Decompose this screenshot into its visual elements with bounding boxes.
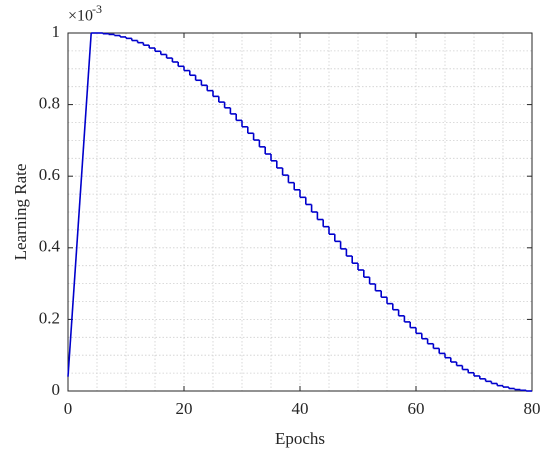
y-scale-exponent: -3 — [92, 2, 102, 16]
y-tick-label: 0.2 — [39, 308, 60, 327]
x-axis-label: Epochs — [275, 429, 325, 448]
y-axis-label: Learning Rate — [11, 164, 30, 261]
y-tick-label: 0.4 — [39, 237, 61, 256]
warmup-line — [67, 32, 92, 377]
y-tick-label: 0.6 — [39, 165, 60, 184]
plot-frame — [67, 32, 533, 392]
y-tick-label: 0.8 — [39, 94, 60, 113]
x-tick-label: 80 — [524, 399, 541, 418]
x-tick-label: 20 — [176, 399, 193, 418]
x-tick-label: 40 — [292, 399, 309, 418]
y-scale-base: ×10 — [68, 8, 93, 25]
y-tick-label: 1 — [52, 22, 61, 41]
y-tick-label: 0 — [52, 380, 61, 399]
x-tick-label: 60 — [408, 399, 425, 418]
x-tick-label: 0 — [64, 399, 73, 418]
